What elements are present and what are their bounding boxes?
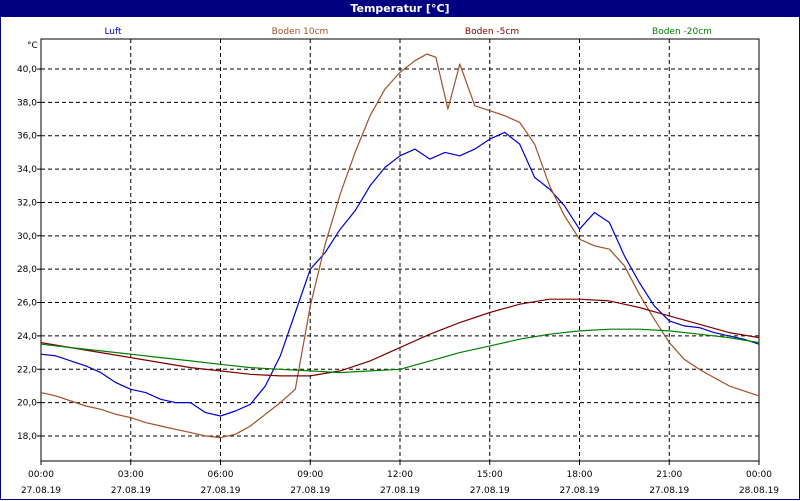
y-tick-label: 24,0 <box>17 332 37 342</box>
legend-entry-boden-10cm: Boden 10cm <box>272 27 329 37</box>
x-tick-time-label: 06:00 <box>208 470 234 480</box>
legend: Luft Boden 10cm Boden -5cm Boden -20cm <box>104 27 712 37</box>
legend-entry-boden-5cm: Boden -5cm <box>465 27 519 37</box>
x-tick-time-label: 15:00 <box>477 470 503 480</box>
series-line-boden-10cm <box>40 53 760 439</box>
legend-entry-luft: Luft <box>104 27 122 37</box>
x-tick-time-label: 00:00 <box>28 470 54 480</box>
x-tick-date-label: 27.08.19 <box>290 486 330 496</box>
grid-lines <box>41 39 759 461</box>
y-tick-label: 20,0 <box>17 399 37 409</box>
y-tick-label: 30,0 <box>17 232 37 242</box>
x-tick-date-label: 27.08.19 <box>111 486 151 496</box>
legend-entry-boden-20cm: Boden -20cm <box>652 27 712 37</box>
y-axis-unit-label: °C <box>27 41 38 51</box>
x-tick-time-label: 00:00 <box>746 470 772 480</box>
x-tick-time-label: 03:00 <box>118 470 144 480</box>
x-tick-date-label: 27.08.19 <box>649 486 689 496</box>
y-tick-label: 36,0 <box>17 132 37 142</box>
y-tick-label: 34,0 <box>17 165 37 175</box>
series-line-boden-5cm <box>40 298 760 377</box>
x-tick-date-label: 27.08.19 <box>21 486 61 496</box>
x-tick-date-label: 28.08.19 <box>739 486 779 496</box>
y-tick-label: 40,0 <box>17 65 37 75</box>
series-line-luft <box>40 131 760 417</box>
x-tick-time-label: 18:00 <box>567 470 593 480</box>
y-tick-label: 26,0 <box>17 299 37 309</box>
y-tick-label: 18,0 <box>17 432 37 442</box>
x-tick-time-label: 21:00 <box>656 470 682 480</box>
x-tick-date-label: 27.08.19 <box>380 486 420 496</box>
x-axis: 00:00 27.08.19 03:00 27.08.19 06:00 27.08.19 0… <box>21 461 779 496</box>
y-axis: 18,0 20,0 22,0 24,0 26,0 28,0 30,0 32,0 34,0 36,0… <box>17 65 41 442</box>
x-tick-date-label: 27.08.19 <box>559 486 599 496</box>
x-tick-time-label: 09:00 <box>297 470 323 480</box>
series-lines <box>40 53 760 439</box>
y-tick-label: 22,0 <box>17 365 37 375</box>
y-tick-label: 32,0 <box>17 198 37 208</box>
series-line-boden-20cm <box>40 328 760 374</box>
x-tick-date-label: 27.08.19 <box>470 486 510 496</box>
y-tick-label: 38,0 <box>17 98 37 108</box>
x-tick-time-label: 12:00 <box>387 470 413 480</box>
y-tick-label: 28,0 <box>17 265 37 275</box>
chart-title: Temperatur [°C] <box>1 1 799 17</box>
x-tick-date-label: 27.08.19 <box>200 486 240 496</box>
